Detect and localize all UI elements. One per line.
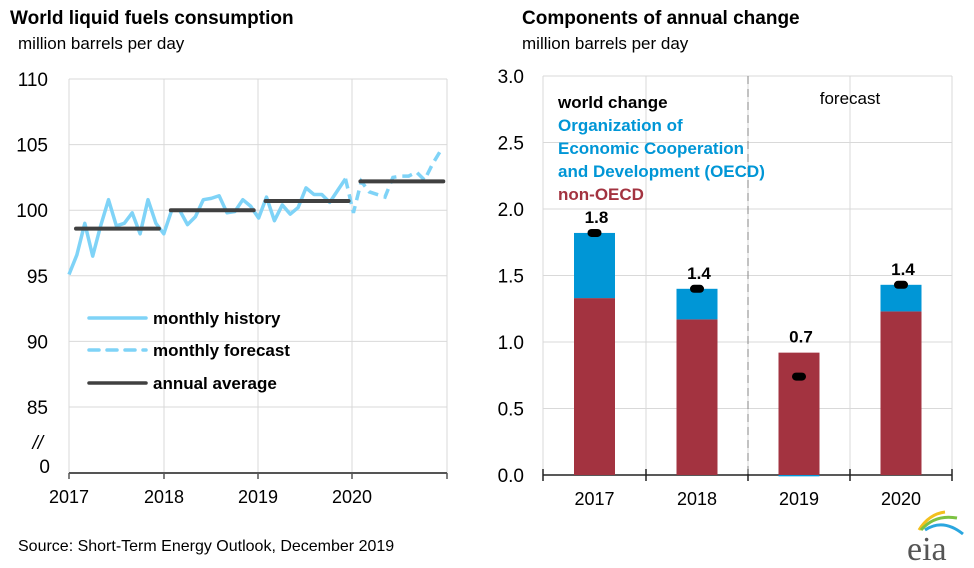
- world-change-label: 0.7: [789, 328, 813, 347]
- left-ytick-label: 0: [39, 457, 50, 478]
- bar-non-oecd: [676, 319, 718, 475]
- right-ytick-label: 2.0: [498, 200, 524, 221]
- legend-non-oecd: non-OECD: [558, 185, 644, 204]
- left-xtick-label: 2018: [144, 487, 184, 507]
- world-change-label: 1.8: [585, 208, 609, 227]
- left-ytick-label: 90: [27, 332, 48, 353]
- world-change-marker: [690, 284, 704, 293]
- legend-oecd: Organization of: [558, 116, 683, 135]
- source-note: Source: Short-Term Energy Outlook, Decem…: [18, 538, 395, 555]
- left-chart-subtitle: million barrels per day: [18, 34, 185, 53]
- right-ytick-label: 1.0: [498, 333, 524, 354]
- left-xtick-label: 2019: [238, 487, 278, 507]
- right-chart-subtitle: million barrels per day: [522, 34, 689, 53]
- world-change-label: 1.4: [891, 260, 915, 279]
- eia-logo: eia: [907, 510, 964, 564]
- svg-text:eia: eia: [907, 531, 947, 564]
- right-xtick-label: 2019: [779, 489, 819, 509]
- left-ytick-label: 105: [16, 136, 48, 157]
- bar-oecd: [574, 232, 615, 299]
- right-xtick-label: 2017: [574, 489, 614, 509]
- bar-non-oecd: [778, 352, 820, 475]
- right-ytick-label: 2.5: [498, 134, 524, 155]
- left-chart-title: World liquid fuels consumption: [10, 8, 294, 29]
- legend-oecd: and Development (OECD): [558, 162, 765, 181]
- bar-oecd: [778, 475, 820, 477]
- legend-label: monthly forecast: [153, 341, 290, 360]
- world-change-marker: [792, 372, 806, 381]
- right-chart-title: Components of annual change: [522, 8, 800, 29]
- right-ytick-label: 0.0: [498, 466, 524, 487]
- right-ytick-label: 3.0: [498, 67, 524, 88]
- left-ytick-label: 95: [27, 267, 48, 288]
- right-xtick-label: 2020: [881, 489, 921, 509]
- legend-label: monthly history: [153, 309, 281, 328]
- world-change-marker: [894, 280, 908, 289]
- right-xtick-label: 2018: [677, 489, 717, 509]
- legend-label: annual average: [153, 374, 277, 393]
- bar-non-oecd: [574, 298, 615, 475]
- left-ytick-label: 85: [27, 398, 48, 419]
- world-change-marker: [587, 228, 602, 237]
- left-xtick-label: 2017: [49, 487, 89, 507]
- left-xtick-label: 2020: [332, 487, 372, 507]
- left-ytick-label: 110: [18, 70, 48, 91]
- monthly-history-line: [67, 177, 347, 276]
- bar-oecd: [880, 284, 922, 312]
- right-ytick-label: 1.5: [498, 267, 524, 288]
- left-ytick-label: 100: [16, 201, 48, 222]
- legend-world-change: world change: [557, 93, 668, 112]
- legend-oecd: Economic Cooperation: [558, 139, 744, 158]
- forecast-label: forecast: [820, 89, 881, 108]
- world-change-label: 1.4: [687, 264, 711, 283]
- bar-non-oecd: [880, 311, 922, 475]
- bar-oecd: [676, 288, 718, 320]
- left-ytick-label: //: [30, 433, 44, 454]
- right-ytick-label: 0.5: [498, 400, 524, 421]
